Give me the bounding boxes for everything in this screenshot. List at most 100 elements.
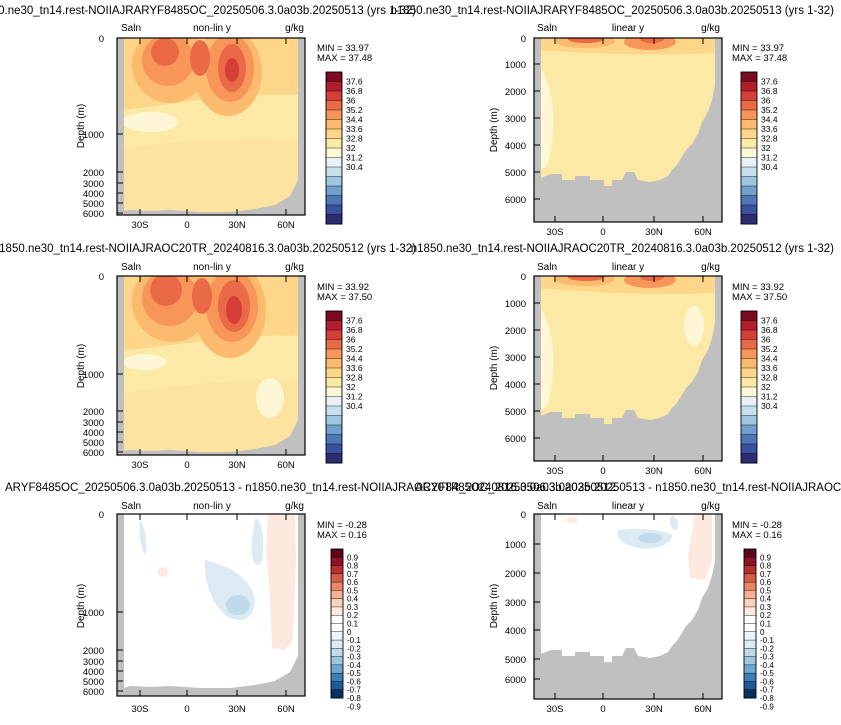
- colorbar-tick-label: -0.3: [347, 653, 361, 662]
- colorbar-swatch: [325, 71, 343, 83]
- panel-6-min: MIN = -0.28: [732, 520, 782, 531]
- colorbar-swatch: [740, 128, 758, 140]
- panel-1-ytick-4000: 4000: [83, 189, 104, 200]
- colorbar-swatch: [740, 195, 758, 206]
- panel-4-xtick-60n: 60N: [694, 466, 712, 477]
- panel-2-left-label: Saln: [537, 23, 557, 34]
- colorbar-swatch: [743, 565, 757, 575]
- colorbar-tick-label: 0.6: [760, 578, 772, 587]
- panel-2-min: MIN = 33.97: [732, 43, 784, 54]
- panel-6: ARYF8485OC_20250506.3.0a03b.20250513 - n…: [415, 482, 841, 715]
- colorbar-swatch: [740, 386, 758, 398]
- colorbar-swatch: [740, 329, 758, 341]
- colorbar-swatch: [325, 128, 343, 140]
- colorbar-tick-label: 32.8: [346, 373, 363, 383]
- panel-5-title: ARYF8485OC_20250506.3.0a03b.20250513 - n…: [5, 482, 616, 494]
- colorbar-swatch: [740, 166, 758, 178]
- colorbar-swatch: [740, 377, 758, 388]
- colorbar-swatch: [325, 339, 343, 350]
- colorbar-tick-label: 32: [346, 143, 356, 153]
- colorbar-swatch: [325, 176, 343, 187]
- panel-2-ylabel: Depth (m): [489, 108, 500, 152]
- colorbar-swatch: [325, 358, 343, 369]
- colorbar-swatch: [740, 185, 758, 197]
- panel-3-right-label: g/kg: [285, 262, 304, 273]
- colorbar-tick-label: 0: [347, 628, 352, 637]
- panel-3-left-label: Saln: [121, 262, 141, 273]
- colorbar-swatch: [325, 396, 343, 407]
- panel-4-ylabel: Depth (m): [489, 346, 500, 390]
- colorbar-swatch: [740, 100, 758, 111]
- colorbar-swatch: [740, 176, 758, 187]
- colorbar-swatch: [325, 90, 343, 102]
- panel-5-ytick-4000: 4000: [83, 667, 104, 678]
- panel-5: ARYF8485OC_20250506.3.0a03b.20250513 - n…: [5, 482, 616, 715]
- colorbar-swatch: [325, 138, 343, 149]
- colorbar-tick-label: 0.9: [760, 553, 772, 562]
- panel-5-xtick-30s: 30S: [132, 704, 149, 715]
- colorbar-swatch: [325, 195, 343, 206]
- colorbar-tick-label: 0.8: [760, 562, 772, 571]
- panel-2-xtick-30s: 30S: [547, 227, 564, 238]
- colorbar-swatch: [325, 377, 343, 388]
- colorbar-tick-label: 31.2: [761, 392, 778, 402]
- panel-4-left-label: Saln: [537, 262, 557, 273]
- panel-3-ytick-0: 0: [99, 272, 104, 283]
- panel-3-xtick-30s: 30S: [132, 460, 149, 471]
- panel-6-title: ARYF8485OC_20250506.3.0a03b.20250513 - n…: [415, 482, 841, 494]
- panel-6-ytick-1000: 1000: [505, 540, 526, 551]
- panel-3-xtick-60n: 60N: [277, 460, 295, 471]
- colorbar-swatch: [743, 656, 757, 666]
- panel-3-ytick-6000: 6000: [83, 448, 104, 459]
- panel-5-right-label: g/kg: [285, 501, 304, 512]
- colorbar-swatch: [740, 81, 758, 92]
- panel-2-xtick-0: 0: [600, 227, 605, 238]
- colorbar-swatch: [740, 339, 758, 350]
- colorbar-swatch: [743, 548, 757, 558]
- colorbar-swatch: [743, 598, 757, 608]
- colorbar-tick-label: 0.4: [347, 595, 359, 604]
- colorbar-swatch: [330, 615, 344, 625]
- colorbar-swatch: [325, 166, 343, 178]
- colorbar-tick-label: -0.8: [760, 694, 774, 703]
- colorbar-tick-label: 31.2: [761, 153, 778, 163]
- colorbar-tick-label: 30.4: [346, 162, 363, 172]
- panel-5-ytick-0: 0: [99, 510, 104, 521]
- colorbar-tick-label: 37.6: [761, 316, 778, 326]
- colorbar-tick-label: 32: [346, 382, 356, 392]
- colorbar-swatch: [743, 681, 757, 691]
- panel-1-left-label: Saln: [121, 23, 141, 34]
- colorbar-swatch: [743, 606, 757, 616]
- panel-5-max: MAX = 0.16: [317, 530, 367, 541]
- colorbar-tick-label: 31.2: [346, 153, 363, 163]
- panel-4-ytick-4000: 4000: [505, 380, 526, 391]
- colorbar-tick-label: -0.7: [347, 686, 361, 695]
- panel-5-center-label: non-lin y: [193, 501, 231, 512]
- colorbar-tick-label: -0.5: [347, 669, 361, 678]
- colorbar-swatch: [740, 405, 758, 417]
- colorbar-tick-label: 36: [761, 335, 771, 345]
- colorbar-swatch: [330, 639, 344, 649]
- colorbar-tick-label: -0.4: [760, 661, 774, 670]
- panel-2-center-label: linear y: [612, 23, 644, 34]
- panel-1-ytick-1000: 1000: [83, 130, 104, 141]
- colorbar-swatch: [325, 348, 343, 360]
- colorbar-swatch: [325, 453, 343, 464]
- panel-1-ylabel: Depth (m): [76, 104, 87, 148]
- colorbar-tick-label: 32: [761, 143, 771, 153]
- colorbar-tick-label: -0.9: [760, 702, 774, 711]
- panel-6-left-label: Saln: [537, 501, 557, 512]
- colorbar-swatch: [325, 157, 343, 168]
- colorbar-swatch: [325, 109, 343, 121]
- panel-6-xtick-30n: 30N: [645, 704, 663, 715]
- panel-3-ytick-3000: 3000: [83, 418, 104, 429]
- colorbar-swatch: [740, 320, 758, 331]
- colorbar-tick-label: -0.6: [347, 677, 361, 686]
- colorbar-tick-label: 33.6: [761, 363, 778, 373]
- colorbar-swatch: [740, 453, 758, 464]
- panel-3-field: [117, 276, 305, 455]
- colorbar-swatch: [743, 664, 757, 674]
- panel-1-center-label: non-lin y: [193, 23, 231, 34]
- panel-5-ytick-3000: 3000: [83, 657, 104, 668]
